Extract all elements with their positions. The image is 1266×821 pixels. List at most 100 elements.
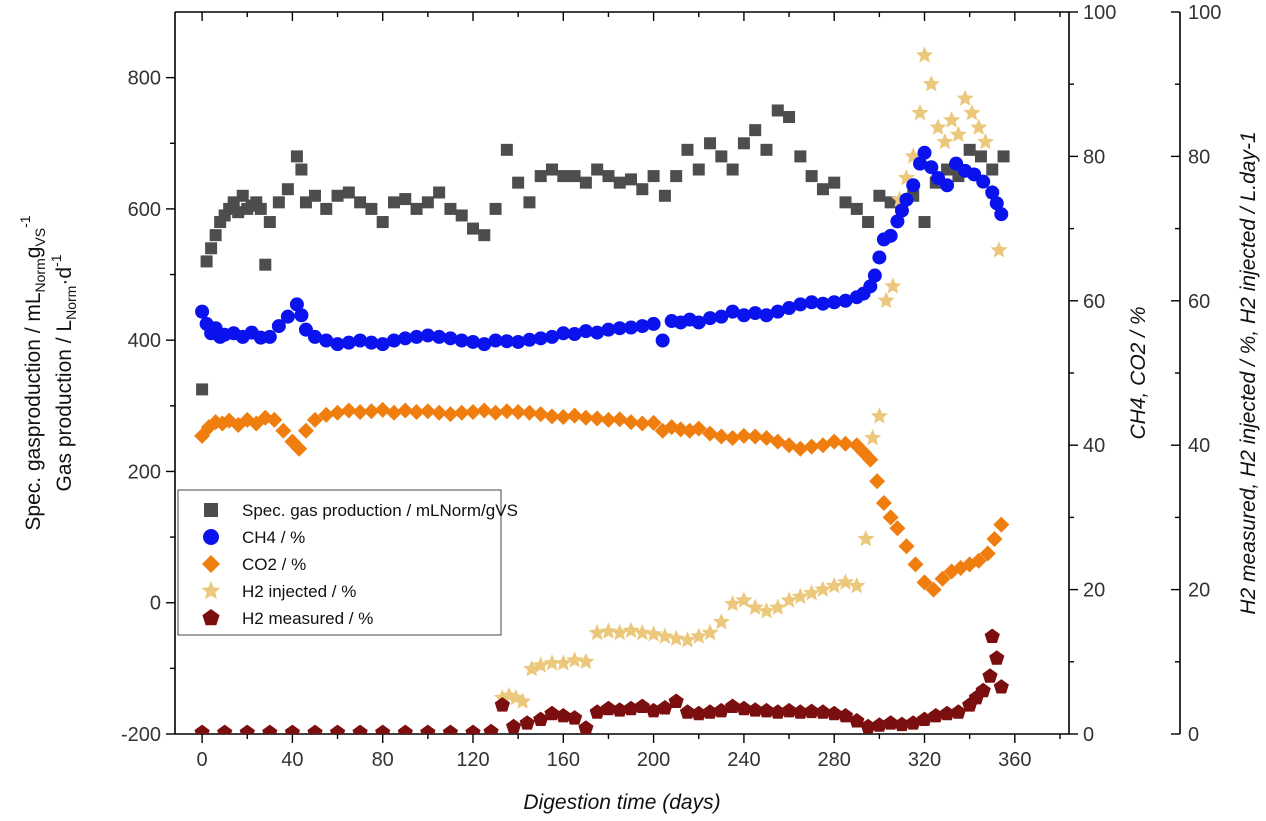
data-point [200, 255, 213, 268]
data-point [816, 183, 829, 196]
left-axis-title-line1-main: Spec. gasproduction / mL [22, 292, 45, 530]
data-point [849, 713, 865, 728]
data-point [667, 629, 685, 646]
data-point [263, 216, 276, 229]
data-point [555, 708, 571, 723]
data-point [342, 186, 355, 199]
left-axis-title-line1: Spec. gasproduction / mLNormgVS-1 [17, 215, 48, 530]
data-point [757, 602, 775, 619]
data-point [894, 203, 909, 218]
data-point [906, 178, 921, 193]
data-point [455, 209, 468, 222]
data-point [867, 268, 882, 283]
data-point [329, 404, 346, 421]
data-point [611, 623, 629, 641]
data-point [566, 407, 583, 424]
data-point [712, 613, 730, 630]
left-y-tick-label: 200 [128, 461, 161, 483]
data-point [554, 654, 572, 671]
data-point [994, 207, 1009, 222]
data-point [633, 623, 651, 641]
legend-marker [204, 503, 218, 517]
data-point [612, 702, 628, 717]
data-point [308, 189, 321, 202]
right1-y-tick-label: 0 [1083, 724, 1094, 746]
data-point [758, 702, 775, 718]
data-point [692, 163, 705, 176]
data-point [814, 580, 832, 597]
data-point [782, 301, 797, 316]
data-point [760, 143, 773, 156]
data-point [877, 291, 895, 309]
data-point [589, 410, 606, 427]
data-point [691, 705, 707, 721]
data-point [792, 440, 809, 457]
data-point [634, 415, 651, 432]
data-point [566, 651, 584, 668]
data-point [399, 193, 412, 206]
data-point [195, 304, 210, 319]
legend-label: Spec. gas production / mLNorm/gVS [242, 501, 518, 520]
data-point [836, 573, 855, 590]
data-point [646, 702, 662, 718]
data-point [725, 698, 741, 713]
right2-y-tick-label: 20 [1188, 580, 1210, 602]
data-point [320, 202, 333, 215]
data-point [578, 720, 594, 734]
data-point [331, 189, 344, 202]
data-point [803, 438, 820, 455]
data-point [781, 702, 797, 718]
data-point [873, 189, 886, 202]
data-point [613, 176, 626, 189]
data-point [872, 250, 887, 265]
data-point [889, 520, 906, 537]
data-point [860, 718, 876, 734]
data-point [918, 216, 931, 229]
data-point [826, 433, 843, 450]
data-point [759, 308, 774, 323]
series-circle [195, 145, 1009, 352]
data-point [397, 724, 413, 734]
data-point [862, 216, 875, 229]
data-point [913, 156, 927, 171]
data-point [534, 170, 547, 183]
right-axis-1-title: CH4, CO2 / % [1127, 306, 1150, 439]
data-point [678, 631, 696, 648]
data-point [883, 715, 899, 730]
data-point [690, 627, 708, 644]
data-point [489, 202, 502, 215]
data-point [770, 304, 785, 319]
data-point [805, 170, 818, 183]
data-point [544, 408, 561, 425]
data-point [306, 411, 323, 428]
data-point [488, 333, 503, 348]
data-point [749, 124, 762, 137]
data-point [838, 293, 853, 308]
data-point [330, 337, 345, 352]
legend-label: CO2 / % [242, 555, 306, 574]
data-point [375, 337, 390, 352]
x-tick-label: 120 [456, 749, 489, 771]
data-point [725, 304, 740, 319]
data-point [500, 143, 513, 156]
data-point [364, 335, 379, 350]
data-point [532, 406, 549, 423]
data-point [825, 577, 843, 594]
data-point [884, 196, 897, 209]
data-point [307, 724, 323, 734]
data-point [591, 163, 604, 176]
series-square [196, 104, 1010, 396]
ticks: 0 40 80 120 160 200 240 280 320 360-2000200400600… [121, 2, 1221, 771]
data-point [387, 196, 400, 209]
data-point [567, 710, 583, 725]
left-axis-title-line2-sup: -1 [48, 254, 64, 267]
data-point [375, 724, 391, 734]
data-point [769, 598, 787, 615]
data-point [398, 331, 413, 346]
data-point [715, 150, 728, 163]
data-point [291, 440, 308, 457]
data-point [352, 724, 368, 734]
data-point [579, 176, 592, 189]
data-point [284, 724, 300, 734]
data-point [714, 309, 729, 324]
